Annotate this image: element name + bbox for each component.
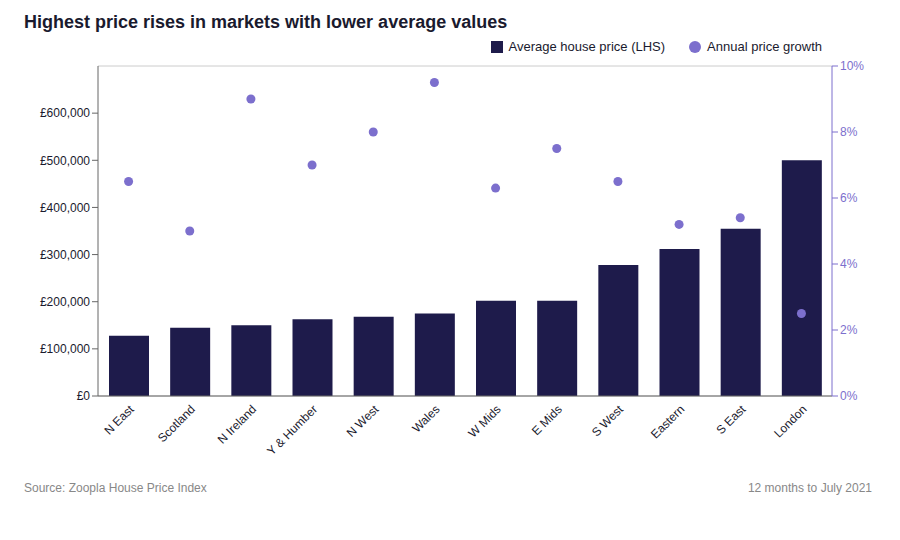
svg-text:£500,000: £500,000 bbox=[40, 154, 90, 168]
svg-text:£200,000: £200,000 bbox=[40, 295, 90, 309]
svg-text:N West: N West bbox=[344, 402, 382, 440]
svg-text:£100,000: £100,000 bbox=[40, 342, 90, 356]
html-text:Source: Zoopla House Price Ind: Source: Zoopla House Price Index bbox=[24, 481, 207, 495]
svg-text:8%: 8% bbox=[840, 125, 858, 139]
svg-text:0%: 0% bbox=[840, 389, 858, 403]
svg-text:N East: N East bbox=[101, 402, 137, 438]
svg-text:£400,000: £400,000 bbox=[40, 201, 90, 215]
svg-text:W Mids: W Mids bbox=[466, 402, 504, 440]
svg-text:£600,000: £600,000 bbox=[40, 106, 90, 120]
svg-text:E Mids: E Mids bbox=[529, 402, 565, 438]
svg-text:London: London bbox=[771, 402, 809, 440]
svg-text:6%: 6% bbox=[840, 191, 858, 205]
svg-text:S East: S East bbox=[713, 402, 748, 437]
svg-text:Y & Humber: Y & Humber bbox=[264, 402, 320, 458]
svg-text:2%: 2% bbox=[840, 323, 858, 337]
svg-text:£300,000: £300,000 bbox=[40, 248, 90, 262]
html-text:Average house price (LHS): Average house price (LHS) bbox=[508, 39, 666, 54]
svg-text:S West: S West bbox=[589, 402, 627, 440]
svg-text:Eastern: Eastern bbox=[648, 402, 687, 441]
html-text:Annual price growth: Annual price growth bbox=[707, 39, 822, 54]
svg-text:Scotland: Scotland bbox=[155, 402, 198, 445]
svg-text:N Ireland: N Ireland bbox=[215, 402, 259, 446]
html-text:Highest price rises in markets: Highest price rises in markets with lowe… bbox=[24, 12, 508, 32]
svg-text:10%: 10% bbox=[840, 59, 864, 73]
svg-text:4%: 4% bbox=[840, 257, 858, 271]
svg-text:£0: £0 bbox=[77, 389, 91, 403]
svg-text:Wales: Wales bbox=[409, 402, 442, 435]
html-text:12 months to July 2021: 12 months to July 2021 bbox=[747, 481, 872, 495]
